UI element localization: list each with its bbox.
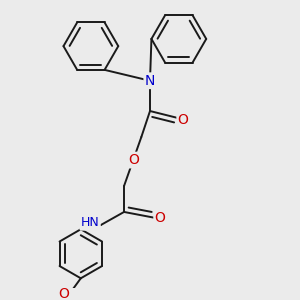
Text: O: O: [129, 153, 140, 167]
Text: O: O: [58, 287, 69, 300]
Text: O: O: [155, 211, 166, 225]
Text: O: O: [178, 113, 189, 127]
Text: N: N: [145, 74, 155, 88]
Text: HN: HN: [81, 216, 100, 230]
